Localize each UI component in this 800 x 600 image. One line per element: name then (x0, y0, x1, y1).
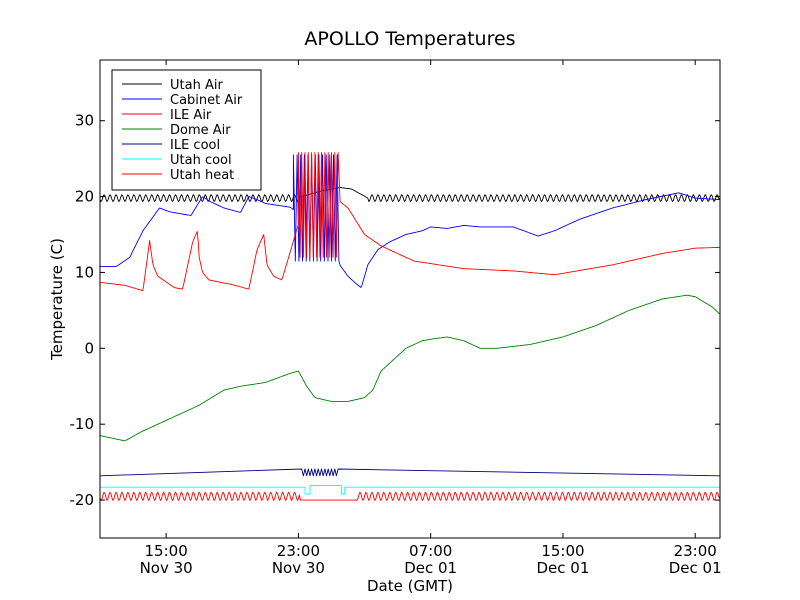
y-tick-label: 30 (75, 112, 94, 130)
series-line-cabinet-air (100, 154, 720, 288)
plot-frame (99, 59, 721, 539)
x-tick-label-date: Nov 30 (140, 559, 193, 577)
y-axis-title: Temperature (C) (48, 238, 66, 361)
legend-label: Utah heat (170, 168, 234, 183)
x-tick-label-date: Dec 01 (536, 559, 589, 577)
x-tick-label-time: 07:00 (409, 542, 452, 560)
x-tick-label-time: 23:00 (674, 542, 717, 560)
legend-label: ILE Air (170, 108, 212, 123)
series-line-dome-air (100, 294, 720, 442)
series-line-ile-cool (100, 468, 720, 477)
x-tick-label-date: Dec 01 (669, 559, 722, 577)
y-tick-label: -10 (70, 415, 95, 433)
chart-title: APOLLO Temperatures (304, 28, 515, 50)
legend-label: ILE cool (170, 138, 220, 153)
x-tick-label-date: Dec 01 (404, 559, 457, 577)
legend-label: Utah Air (170, 78, 223, 93)
x-tick-label-date: Nov 30 (272, 559, 325, 577)
legend-box (111, 69, 262, 191)
series-line-utah-heat (100, 491, 720, 501)
x-tick-label-time: 23:00 (277, 542, 320, 560)
legend-label: Utah cool (170, 153, 232, 168)
y-tick-label: 0 (84, 339, 94, 357)
legend-label: Dome Air (170, 123, 231, 138)
series-line-ile-air (100, 152, 720, 292)
series-line-utah-cool (100, 485, 720, 495)
x-axis-title: Date (GMT) (367, 577, 453, 595)
series-line-utah-air (100, 187, 720, 202)
y-tick-label: 10 (75, 263, 94, 281)
y-tick-label: 20 (75, 188, 94, 206)
y-tick-label: -20 (70, 491, 95, 509)
x-tick-label-time: 15:00 (145, 542, 188, 560)
x-tick-label-time: 15:00 (541, 542, 584, 560)
legend-label: Cabinet Air (170, 93, 243, 108)
